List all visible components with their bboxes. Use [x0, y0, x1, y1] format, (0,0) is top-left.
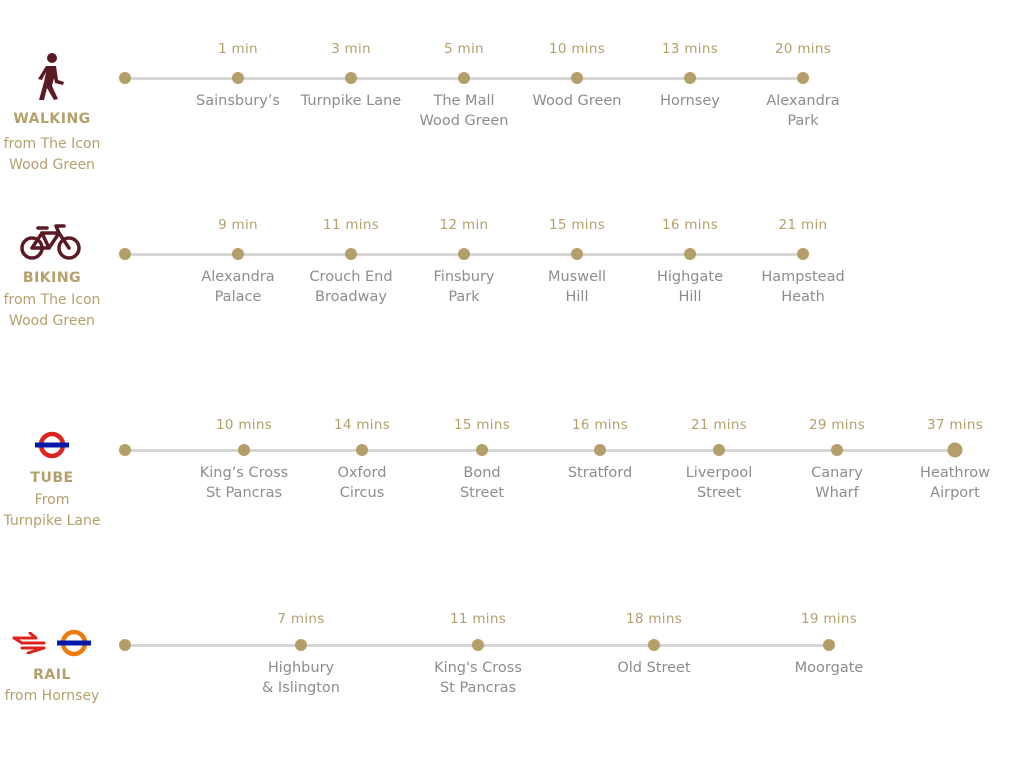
national-rail-icon — [12, 632, 46, 654]
tube-stop-dot — [831, 444, 843, 456]
biking-stop-time: 16 mins — [661, 217, 719, 233]
tube-stop-time: 37 mins — [926, 417, 984, 433]
tube-track — [125, 449, 956, 452]
biking-stop-dot — [684, 248, 696, 260]
biking-stop-time: 11 mins — [322, 217, 380, 233]
rail-stop-place: Moorgate — [794, 660, 864, 676]
walking-stop-time: 5 min — [444, 41, 484, 57]
walking-title: WALKING — [13, 111, 91, 127]
tube-stop-time: 16 mins — [571, 417, 629, 433]
tube-stop-place: Oxford Circus — [337, 465, 387, 501]
walking-stop-place: Alexandra Park — [766, 93, 840, 129]
rail-origin: from Hornsey — [4, 688, 100, 704]
tube-stop-place: Stratford — [567, 465, 633, 481]
biking-stop-place: Finsbury Park — [433, 269, 495, 305]
walking-stop-time: 13 mins — [661, 41, 719, 57]
tube-stop-dot — [947, 442, 963, 458]
tube-stop-dot — [713, 444, 725, 456]
tube-stop-dot — [594, 444, 606, 456]
biking-stop-place: Highgate Hill — [656, 269, 724, 305]
tube-stop-place: Heathrow Airport — [920, 465, 990, 501]
rail-stop-dot — [823, 639, 835, 651]
walking-origin-dot — [119, 72, 131, 84]
walking-stop-dot — [345, 72, 357, 84]
biking-stop-place: Hampstead Heath — [761, 269, 845, 305]
tube-stop-dot — [356, 444, 368, 456]
rail-stop-dot — [648, 639, 660, 651]
biking-origin-dot — [119, 248, 131, 260]
walking-stop-time: 1 min — [218, 41, 258, 57]
biking-stop-time: 21 min — [778, 217, 828, 233]
biking-stop-place: Crouch End Broadway — [309, 269, 393, 305]
biking-stop-time: 12 min — [439, 217, 489, 233]
rail-stop-time: 7 mins — [277, 611, 325, 627]
rail-title: RAIL — [33, 667, 71, 683]
biking-stop-dot — [571, 248, 583, 260]
walking-stop-place: Sainsbury’s — [196, 93, 280, 109]
bicycle-icon — [20, 224, 81, 260]
walking-stop-place: Hornsey — [660, 93, 720, 109]
tube-stop-dot — [476, 444, 488, 456]
tube-stop-time: 14 mins — [333, 417, 391, 433]
biking-stop-dot — [232, 248, 244, 260]
rail-stop-time: 11 mins — [449, 611, 507, 627]
walking-stop-place: Wood Green — [532, 93, 622, 109]
biking-title: BIKING — [22, 270, 82, 286]
walking-stop-time: 10 mins — [548, 41, 606, 57]
walking-stop-place: The Mall Wood Green — [419, 93, 509, 129]
biking-stop-time: 9 min — [218, 217, 258, 233]
tube-origin-dot — [119, 444, 131, 456]
walking-stop-dot — [571, 72, 583, 84]
tube-stop-place: King’s Cross St Pancras — [199, 465, 289, 501]
walking-person-icon — [38, 53, 64, 100]
biking-origin: from The Icon Wood Green — [3, 292, 101, 329]
tube-stop-place: Canary Wharf — [811, 465, 863, 501]
biking-stop-dot — [345, 248, 357, 260]
walking-stop-dot — [797, 72, 809, 84]
tube-origin: From Turnpike Lane — [3, 492, 101, 529]
tube-stop-time: 29 mins — [808, 417, 866, 433]
rail-stop-dot — [472, 639, 484, 651]
walking-stop-time: 3 min — [331, 41, 371, 57]
biking-stop-time: 15 mins — [548, 217, 606, 233]
walking-stop-time: 20 mins — [774, 41, 832, 57]
biking-stop-dot — [458, 248, 470, 260]
rail-stop-time: 18 mins — [625, 611, 683, 627]
walking-origin: from The Icon Wood Green — [3, 136, 101, 173]
biking-stop-dot — [797, 248, 809, 260]
rail-stop-dot — [295, 639, 307, 651]
rail-origin-dot — [119, 639, 131, 651]
tube-stop-time: 21 mins — [690, 417, 748, 433]
walking-stop-place: Turnpike Lane — [300, 93, 402, 109]
walking-stop-dot — [232, 72, 244, 84]
overground-roundel-icon — [57, 629, 91, 657]
rail-stop-place: Old Street — [617, 660, 691, 676]
walking-stop-dot — [684, 72, 696, 84]
underground-roundel-icon — [35, 431, 69, 459]
rail-stop-place: King's Cross St Pancras — [434, 660, 522, 696]
biking-stop-place: Alexandra Palace — [201, 269, 275, 305]
tube-title: TUBE — [30, 470, 74, 486]
rail-stop-time: 19 mins — [800, 611, 858, 627]
biking-stop-place: Muswell Hill — [547, 269, 607, 305]
tube-stop-place: Liverpool Street — [685, 465, 753, 501]
tube-stop-place: Bond Street — [459, 465, 505, 501]
tube-stop-dot — [238, 444, 250, 456]
tube-stop-time: 10 mins — [215, 417, 273, 433]
rail-stop-place: Highbury & Islington — [262, 660, 340, 696]
walking-stop-dot — [458, 72, 470, 84]
tube-stop-time: 15 mins — [453, 417, 511, 433]
